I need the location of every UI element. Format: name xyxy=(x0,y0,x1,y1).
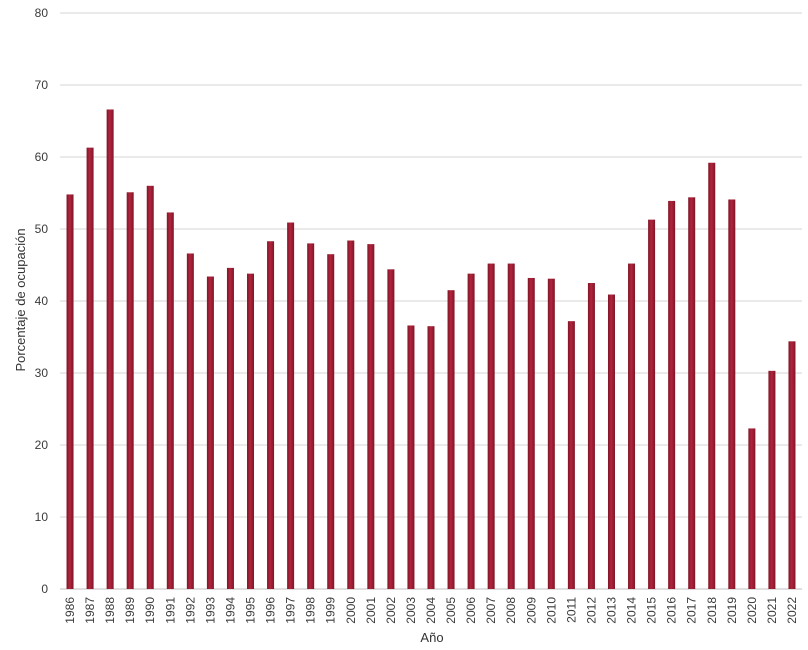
x-tick-label: 2008 xyxy=(504,597,518,624)
bar-2008 xyxy=(507,263,515,589)
x-tick-label: 2017 xyxy=(685,597,699,624)
x-tick-label: 1999 xyxy=(324,597,338,624)
x-tick-label: 2001 xyxy=(364,597,378,624)
x-tick-label: 2000 xyxy=(344,597,358,624)
y-tick-label: 70 xyxy=(35,78,49,92)
bar-2006 xyxy=(467,273,475,589)
x-tick-label: 2003 xyxy=(404,597,418,624)
bar-1987 xyxy=(86,147,94,589)
x-tick-label: 2011 xyxy=(564,597,578,623)
bars xyxy=(66,109,796,590)
x-tick-label: 2005 xyxy=(444,597,458,624)
x-tick-label: 2010 xyxy=(544,597,558,624)
x-tick-label: 2015 xyxy=(645,597,659,624)
x-tick-label: 2012 xyxy=(584,597,598,624)
bar-2021 xyxy=(768,370,776,589)
bar-2005 xyxy=(447,290,455,589)
x-tick-label: 1996 xyxy=(264,597,278,624)
bar-1986 xyxy=(66,194,74,589)
bar-1993 xyxy=(206,276,214,589)
bar-1996 xyxy=(267,241,275,590)
x-tick-label: 1990 xyxy=(143,597,157,624)
bar-2002 xyxy=(387,269,395,589)
x-tick-label: 2020 xyxy=(745,597,759,624)
y-tick-label: 50 xyxy=(35,222,49,236)
bar-1994 xyxy=(226,267,234,589)
bar-2015 xyxy=(648,219,656,589)
bar-1995 xyxy=(247,273,255,589)
x-tick-label: 1988 xyxy=(103,597,117,624)
x-tick-label: 1989 xyxy=(123,597,137,624)
bar-2011 xyxy=(567,321,575,589)
bar-1988 xyxy=(106,109,114,589)
x-tick-label: 1987 xyxy=(83,597,97,624)
bar-2012 xyxy=(587,283,595,589)
bar-2013 xyxy=(607,294,615,589)
bar-1997 xyxy=(287,222,295,589)
bar-1991 xyxy=(166,212,174,589)
bar-2010 xyxy=(547,278,555,589)
bar-1990 xyxy=(146,185,154,590)
y-tick-label: 80 xyxy=(35,6,49,20)
y-axis-title: Porcentaje de ocupación xyxy=(13,228,28,371)
x-tick-label: 1998 xyxy=(304,597,318,624)
x-tick-label: 2018 xyxy=(705,597,719,624)
y-tick-label: 60 xyxy=(35,150,49,164)
x-tick-label: 2016 xyxy=(665,597,679,624)
x-tick-label: 2002 xyxy=(384,597,398,624)
x-tick-label: 1992 xyxy=(183,597,197,624)
y-tick-label: 0 xyxy=(41,582,48,596)
bar-2001 xyxy=(367,244,375,589)
x-tick-label: 1986 xyxy=(63,597,77,624)
x-tick-label: 1994 xyxy=(223,597,237,624)
bar-2000 xyxy=(347,240,355,589)
bar-1998 xyxy=(307,243,315,589)
bar-1999 xyxy=(327,254,335,589)
bar-1992 xyxy=(186,253,194,590)
x-tick-label: 2014 xyxy=(625,597,639,624)
x-axis-ticks: 1986 1987 1988 1989 1990 1991 1992 1993 1994 1995… xyxy=(63,597,799,624)
y-tick-label: 40 xyxy=(35,294,49,308)
bar-2020 xyxy=(748,428,756,589)
bar-2014 xyxy=(628,263,636,589)
x-axis-title: Año xyxy=(420,630,443,645)
bar-2016 xyxy=(668,200,676,590)
bar-2003 xyxy=(407,325,415,589)
x-tick-label: 2022 xyxy=(785,597,799,624)
bar-2017 xyxy=(688,197,696,589)
bar-2018 xyxy=(708,162,716,589)
bar-2009 xyxy=(527,277,535,589)
bar-2007 xyxy=(487,263,495,589)
x-tick-label: 2007 xyxy=(484,597,498,624)
x-tick-label: 2009 xyxy=(524,597,538,624)
x-tick-label: 1993 xyxy=(203,597,217,624)
x-tick-label: 1991 xyxy=(163,597,177,624)
bar-1989 xyxy=(126,192,134,589)
bar-2004 xyxy=(427,326,435,589)
gridlines xyxy=(60,12,802,590)
y-tick-label: 20 xyxy=(35,438,49,452)
x-tick-label: 2013 xyxy=(604,597,618,624)
y-tick-label: 10 xyxy=(35,510,49,524)
bar-2022 xyxy=(788,341,796,589)
x-tick-label: 1995 xyxy=(244,597,258,624)
x-tick-label: 2019 xyxy=(725,597,739,624)
x-tick-label: 2006 xyxy=(464,597,478,624)
bar-2019 xyxy=(728,199,736,590)
y-tick-label: 30 xyxy=(35,366,49,380)
x-tick-label: 2004 xyxy=(424,597,438,624)
y-axis-ticks: 0 10 20 30 40 50 60 70 80 xyxy=(35,6,49,596)
x-tick-label: 1997 xyxy=(284,597,298,624)
x-tick-label: 2021 xyxy=(765,597,779,624)
